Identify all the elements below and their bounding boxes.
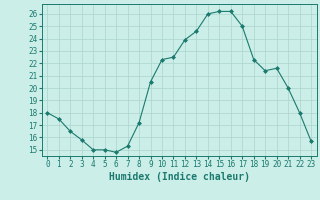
X-axis label: Humidex (Indice chaleur): Humidex (Indice chaleur) [109,172,250,182]
